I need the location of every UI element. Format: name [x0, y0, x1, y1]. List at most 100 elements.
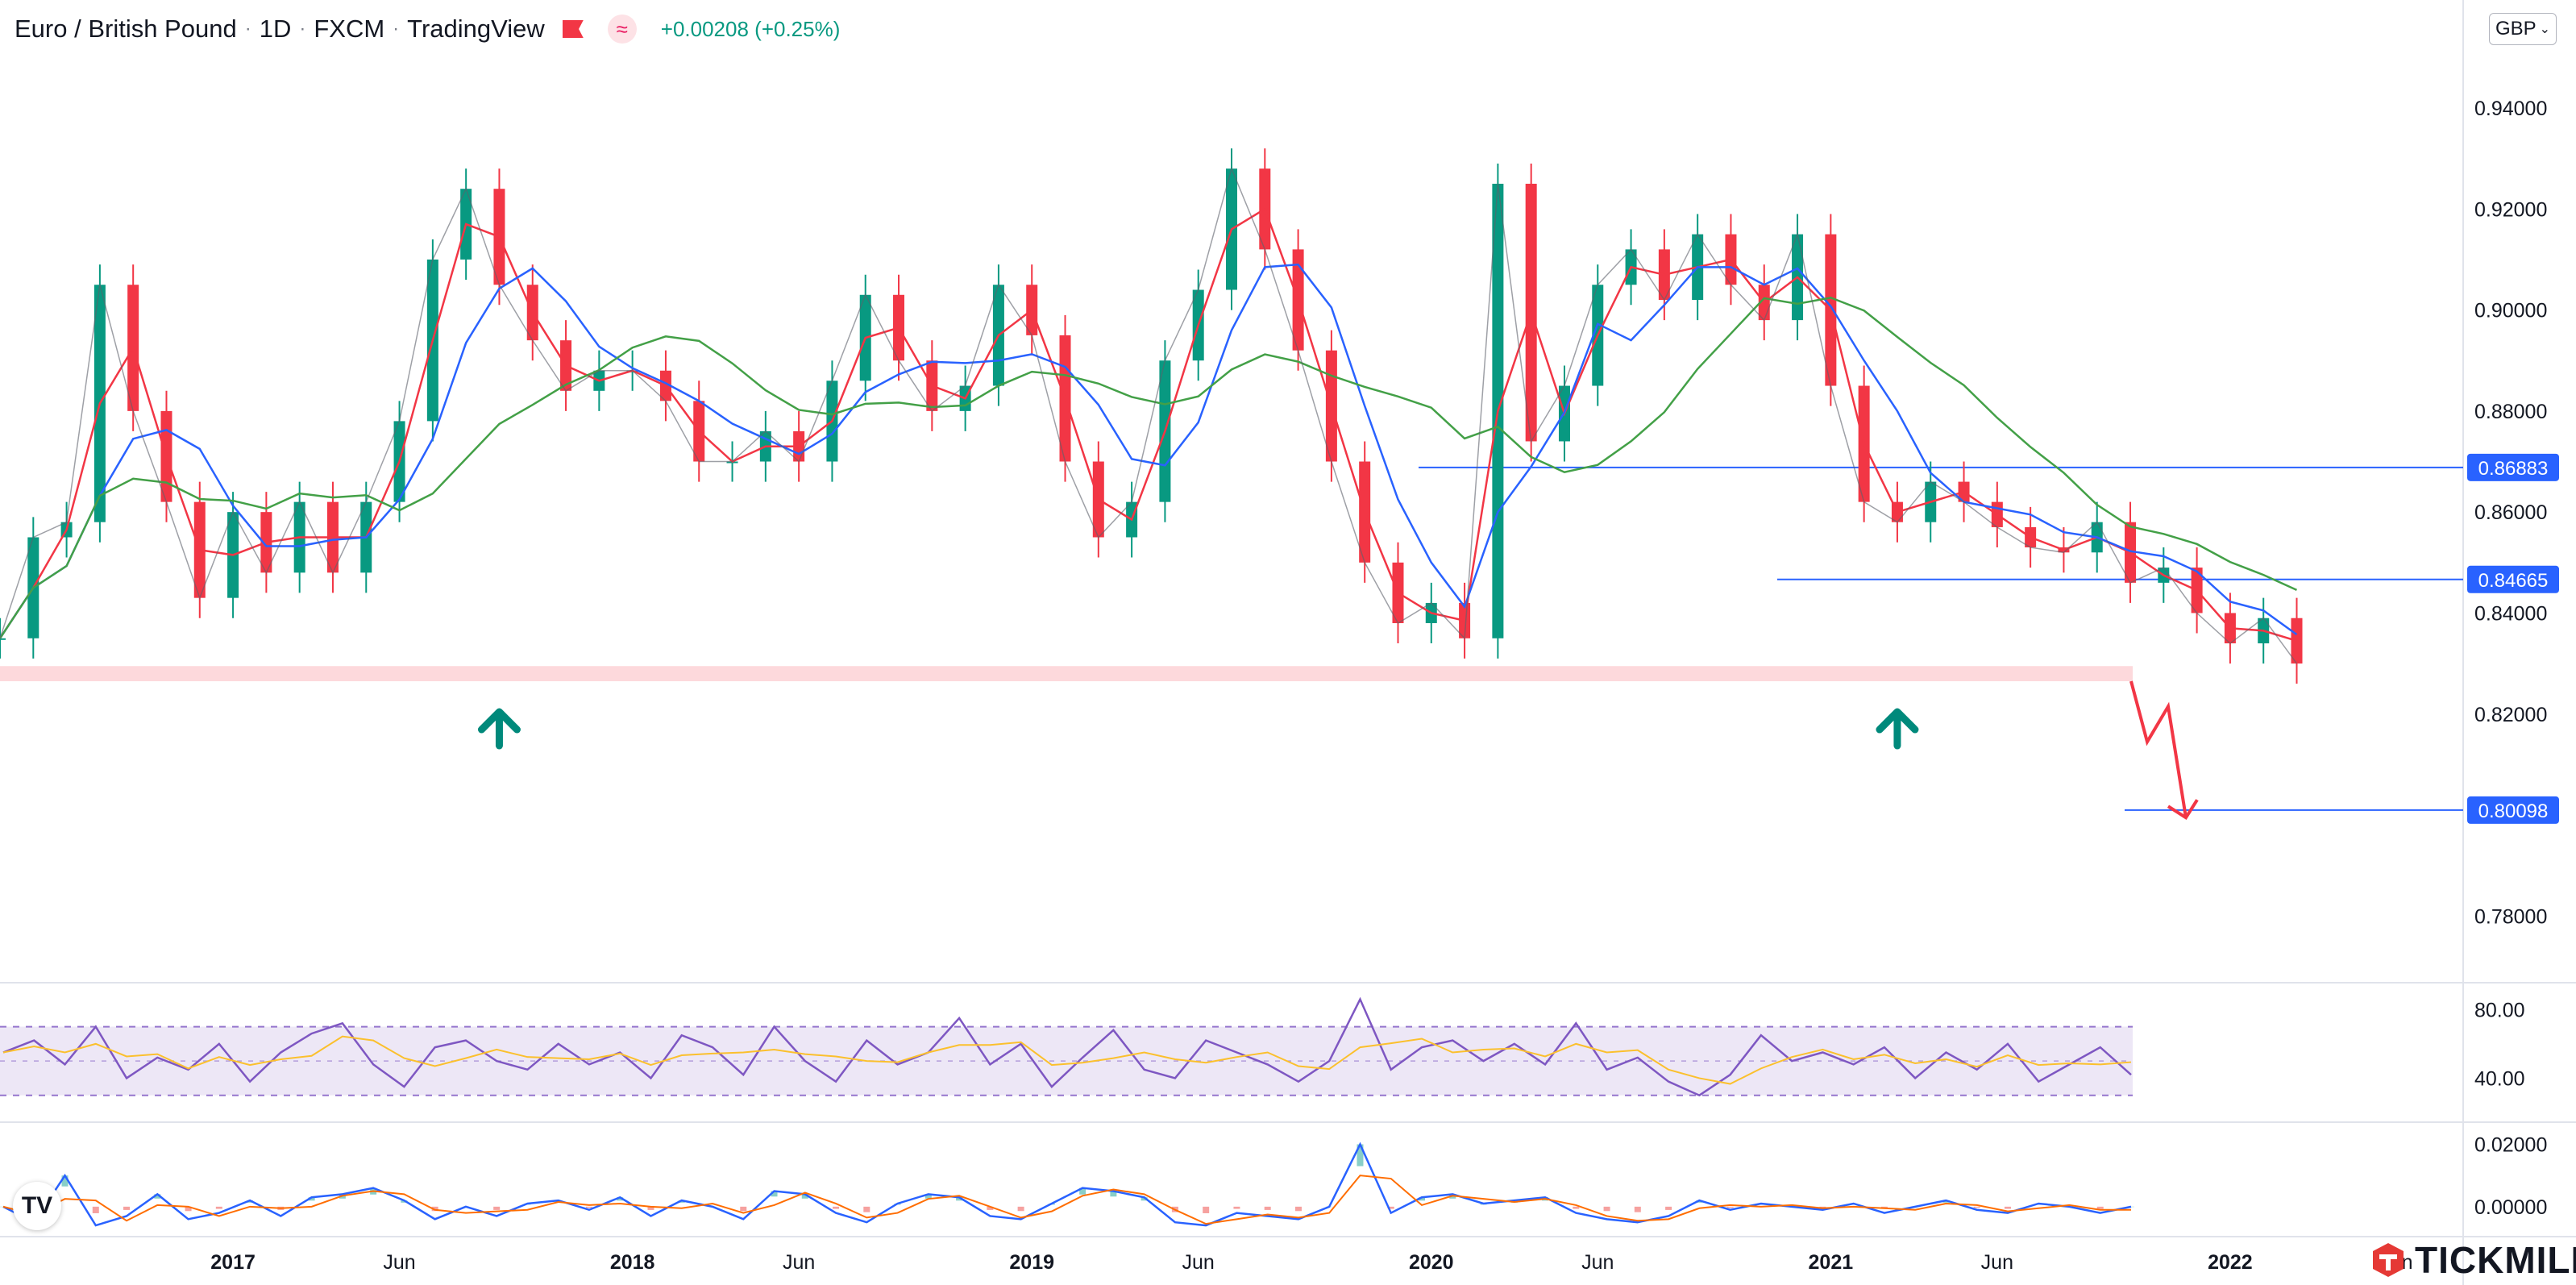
- macd-histogram-bar: [92, 1206, 99, 1213]
- macd-y-tick-label: 0.00000: [2474, 1196, 2547, 1219]
- macd-signal-line[interactable]: [2, 1175, 2131, 1225]
- price-series-line[interactable]: [0, 166, 2298, 664]
- support-zone[interactable]: [0, 666, 2133, 682]
- macd-histogram-bar: [801, 1194, 808, 1199]
- x-tick-label: 2018: [610, 1251, 655, 1274]
- x-tick-label: 2017: [210, 1251, 256, 1274]
- macd-histogram-bar: [2004, 1206, 2011, 1209]
- macd-histogram-bar: [1603, 1206, 1610, 1212]
- y-tick-label: 0.88000: [2474, 401, 2547, 423]
- macd-histogram-bar: [1573, 1206, 1580, 1209]
- macd-histogram-bar: [1634, 1206, 1641, 1212]
- symbol-name[interactable]: Euro / British Pound: [15, 15, 237, 43]
- x-tick-label: Jun: [383, 1251, 415, 1274]
- x-tick-label: Jun: [783, 1251, 815, 1274]
- macd-histogram-bar: [1357, 1144, 1364, 1166]
- macd-histogram-bar: [1726, 1206, 1734, 1208]
- tradingview-logo[interactable]: TV: [13, 1182, 61, 1230]
- macd-histogram-bar: [1665, 1206, 1672, 1210]
- projection-arrow-line[interactable]: [2129, 680, 2188, 818]
- macd-histogram-bar: [740, 1206, 747, 1212]
- macd-histogram-bar: [585, 1206, 592, 1208]
- macd-histogram-bar: [771, 1191, 778, 1197]
- rsi-line[interactable]: [2, 996, 2132, 1097]
- separator-dot: ·: [299, 18, 306, 40]
- level-price-label: 0.80098: [2478, 801, 2549, 822]
- macd-histogram-bar: [956, 1197, 963, 1201]
- macd-histogram-bar: [1419, 1197, 1425, 1201]
- platform: TradingView: [407, 15, 545, 43]
- rsi-y-tick-label: 80.00: [2474, 999, 2525, 1021]
- macd-histogram-bar: [833, 1206, 840, 1209]
- projection-arrowhead-icon: [2167, 799, 2199, 820]
- flag-icon[interactable]: [563, 20, 584, 38]
- x-tick-label: 2022: [2208, 1251, 2253, 1274]
- macd-histogram-bar: [185, 1206, 192, 1212]
- macd-histogram-bar: [123, 1206, 131, 1210]
- level-price-tag: [2467, 565, 2559, 593]
- macd-histogram-bar: [1079, 1187, 1086, 1195]
- ma-slow-line[interactable]: [0, 296, 2298, 639]
- candle-body[interactable]: [0, 638, 6, 640]
- currency-button[interactable]: GBP ⌄: [2489, 13, 2557, 45]
- tv-logo-text: TV: [21, 1192, 53, 1219]
- macd-histogram-bar: [617, 1197, 624, 1201]
- broker-brand: TICKMILL: [2370, 1238, 2576, 1282]
- macd-histogram-bar: [61, 1175, 69, 1187]
- ma-mid-line[interactable]: [0, 263, 2298, 639]
- macd-histogram-bar: [1973, 1206, 1980, 1208]
- y-tick-label: 0.86000: [2474, 501, 2547, 524]
- y-tick-label: 0.78000: [2474, 905, 2547, 928]
- level-price-tag: [2467, 453, 2559, 481]
- separator-dot: ·: [393, 18, 400, 40]
- separator-dot: ·: [244, 18, 251, 40]
- x-tick-label: 2019: [1009, 1251, 1054, 1274]
- macd-histogram-bar: [1294, 1206, 1302, 1212]
- level-price-label: 0.84665: [2478, 570, 2549, 592]
- macd-histogram-bar: [1819, 1206, 1826, 1208]
- price-change: +0.00208 (+0.25%): [660, 16, 841, 41]
- macd-y-tick-label: 0.02000: [2474, 1133, 2547, 1156]
- macd-histogram-bar: [2096, 1206, 2104, 1209]
- macd-histogram-bar: [154, 1194, 161, 1199]
- up-arrow-icon[interactable]: [477, 708, 521, 750]
- macd-histogram-bar: [1203, 1206, 1210, 1213]
- interval[interactable]: 1D: [259, 15, 292, 43]
- y-tick-label: 0.92000: [2474, 198, 2547, 221]
- chevron-down-icon: ⌄: [2539, 23, 2551, 36]
- macd-histogram-bar: [987, 1206, 994, 1210]
- macd-histogram-bar: [1264, 1206, 1271, 1210]
- chart-header: Euro / British Pound · 1D · FXCM · Tradi…: [15, 11, 840, 47]
- x-tick-label: 2020: [1409, 1251, 1454, 1274]
- y-tick-label: 0.90000: [2474, 300, 2547, 322]
- rsi-signal-line[interactable]: [2, 1035, 2132, 1085]
- macd-histogram-bar: [431, 1206, 438, 1212]
- level-price-label: 0.86883: [2478, 458, 2549, 480]
- y-tick-label: 0.82000: [2474, 704, 2547, 726]
- macd-line[interactable]: [2, 1142, 2132, 1227]
- x-tick-label: 2021: [1809, 1251, 1854, 1274]
- macd-histogram-bar: [1017, 1206, 1024, 1212]
- y-tick-label: 0.84000: [2474, 602, 2547, 625]
- macd-histogram-bar: [1233, 1206, 1240, 1209]
- approx-indicator-icon[interactable]: ≈: [607, 15, 637, 44]
- currency-label: GBP: [2495, 18, 2537, 40]
- up-arrow-icon[interactable]: [1876, 708, 1919, 750]
- macd-histogram-bar: [493, 1206, 501, 1210]
- y-tick-label: 0.94000: [2474, 98, 2547, 120]
- macd-histogram-bar: [1110, 1191, 1117, 1197]
- x-tick-label: Jun: [1182, 1251, 1215, 1274]
- macd-histogram-bar: [863, 1206, 870, 1212]
- macd-histogram-bar: [1942, 1200, 1950, 1203]
- macd-histogram-bar: [308, 1197, 315, 1201]
- ma-fast-line[interactable]: [0, 207, 2297, 642]
- broker-name: TICKMILL: [2415, 1239, 2576, 1281]
- rsi-y-tick-label: 40.00: [2474, 1067, 2525, 1090]
- macd-histogram-bar: [215, 1206, 222, 1209]
- exchange: FXCM: [314, 15, 385, 43]
- macd-histogram-bar: [647, 1206, 654, 1210]
- x-tick-label: Jun: [1581, 1251, 1614, 1274]
- macd-histogram-bar: [1387, 1206, 1394, 1209]
- level-price-tag: [2467, 796, 2559, 824]
